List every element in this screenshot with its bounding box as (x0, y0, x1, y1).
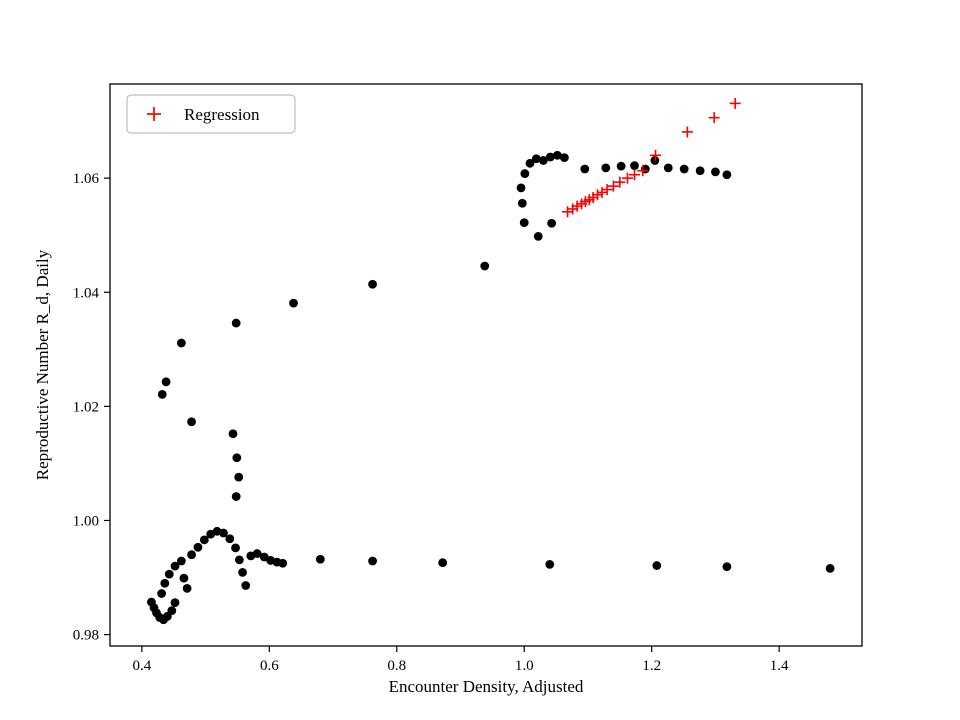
scatter-point (368, 556, 377, 566)
y-tick-label: 1.04 (73, 285, 100, 301)
scatter-point (234, 472, 244, 482)
data-points (147, 97, 835, 625)
scatter-point (252, 549, 262, 558)
scatter-point (182, 583, 192, 593)
scatter-point (601, 163, 611, 173)
regression-point (607, 180, 619, 192)
legend-plus-icon (147, 107, 161, 121)
scatter-point (679, 164, 689, 174)
scatter-point (231, 543, 240, 553)
scatter-point (630, 161, 639, 170)
scatter-point (160, 578, 170, 588)
scatter-point (161, 377, 171, 387)
scatter-point (825, 564, 835, 573)
y-axis-label: Reproductive Number R_d, Daily (33, 249, 52, 480)
scatter-point (167, 606, 177, 616)
regression-point (650, 149, 662, 161)
legend-box (126, 94, 296, 134)
legend: Regression (126, 94, 296, 134)
regression-point (596, 186, 608, 198)
scatter-point (547, 218, 557, 228)
scatter-point (525, 158, 535, 168)
scatter-point (519, 218, 529, 228)
scatter-point (695, 166, 705, 176)
scatter-point (616, 161, 626, 171)
scatter-point (531, 154, 541, 164)
regression-point (562, 206, 574, 218)
x-tick-label: 1.2 (642, 658, 661, 674)
axes-frame (109, 83, 863, 647)
scatter-point (231, 492, 241, 501)
scatter-point (652, 561, 662, 570)
regression-point (614, 176, 626, 188)
scatter-point (241, 581, 251, 590)
scatter-point (438, 558, 448, 568)
scatter-point (199, 535, 209, 545)
scatter-point (238, 567, 247, 577)
scatter-point (289, 298, 298, 308)
scatter-point (663, 163, 673, 173)
regression-point (621, 172, 633, 184)
scatter-point (315, 554, 325, 564)
scatter-point (176, 338, 186, 348)
scatter-point (480, 261, 490, 271)
scatter-point (219, 528, 228, 538)
scatter-point (722, 170, 732, 180)
y-tick-label: 1.02 (73, 399, 99, 415)
scatter-point (517, 198, 527, 208)
scatter-point (559, 153, 569, 163)
scatter-point (234, 555, 244, 565)
x-tick-label: 0.8 (387, 658, 406, 674)
scatter-point (520, 169, 530, 178)
scatter-point (193, 542, 203, 552)
regression-point (708, 112, 720, 124)
x-tick-label: 1.0 (515, 658, 534, 674)
regression-point (637, 165, 649, 177)
scatter-point (157, 589, 167, 598)
scatter-point (538, 156, 548, 165)
scatter-point (545, 152, 555, 162)
y-tick-label: 1.00 (73, 513, 99, 529)
scatter-point (228, 429, 238, 439)
scatter-point (231, 318, 241, 328)
scatter-point (711, 167, 720, 177)
scatter-point (157, 389, 167, 399)
scatter-point (176, 556, 186, 566)
axis-ticks: 0.4 0.6 0.8 1.0 1.2 1.4 0.98 1.00 1.02 1.04 1.06 (73, 171, 789, 674)
scatter-point (722, 562, 732, 572)
legend-label: Regression (184, 105, 260, 124)
x-tick-label: 0.4 (132, 658, 151, 674)
regression-point (601, 184, 613, 196)
scatter-point (278, 558, 288, 568)
scatter-point (516, 183, 526, 193)
scatter-point (225, 534, 235, 544)
scatter-point (187, 550, 196, 560)
scatter-point (545, 560, 555, 569)
regression-point (729, 97, 741, 109)
regression-point (628, 169, 640, 181)
scatter-point (232, 453, 242, 463)
scatter-point (368, 279, 377, 289)
x-tick-label: 0.6 (260, 658, 279, 674)
regression-point (681, 126, 693, 138)
scatter-point (170, 561, 180, 571)
scatter-point (164, 569, 174, 579)
x-tick-label: 1.4 (770, 658, 789, 674)
x-axis-label: Encounter Density, Adjusted (389, 677, 584, 696)
y-tick-label: 1.06 (73, 171, 100, 187)
scatter-point (170, 598, 180, 608)
y-tick-label: 0.98 (73, 628, 99, 644)
scatter-point (580, 164, 590, 174)
scatter-point (179, 573, 189, 583)
scatter-point (552, 150, 562, 160)
scatter-point (187, 417, 196, 427)
scatter-point (533, 231, 543, 241)
